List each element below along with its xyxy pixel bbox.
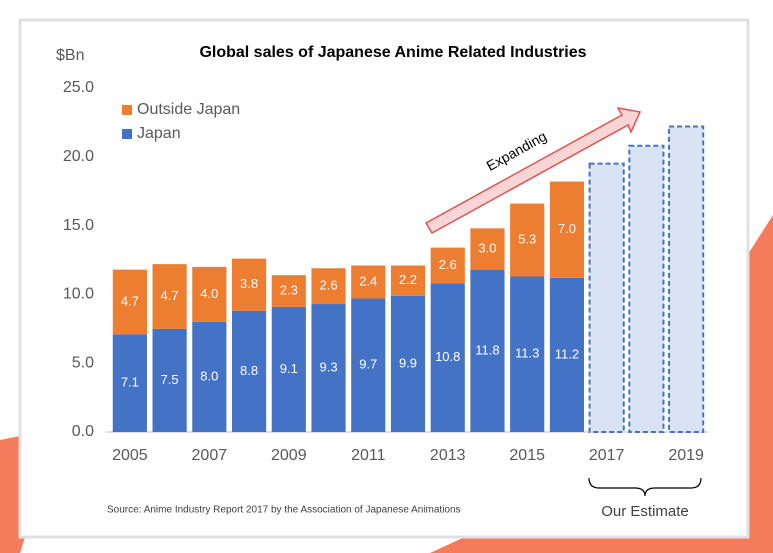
value-label: 11.3 xyxy=(515,346,539,361)
arrow xyxy=(424,106,642,235)
bar-segment xyxy=(112,269,147,335)
x-tick-label: 2007 xyxy=(192,447,228,464)
value-label: 9.7 xyxy=(359,357,377,372)
bar-segment xyxy=(430,247,465,284)
value-label: 5.3 xyxy=(518,231,536,246)
value-label: 2.6 xyxy=(319,278,337,293)
value-label: 9.1 xyxy=(280,361,298,376)
bar-segment xyxy=(271,306,306,432)
bar-segment xyxy=(351,298,386,432)
y-tick-label: 20.0 xyxy=(63,148,94,165)
x-tick-label: 2019 xyxy=(668,447,704,464)
bar-segment xyxy=(390,265,426,296)
value-label: 7.0 xyxy=(558,221,576,236)
legend-swatch xyxy=(122,105,132,115)
value-label: 9.3 xyxy=(319,359,337,374)
bar-segment xyxy=(390,295,426,432)
bar-segment xyxy=(152,264,187,329)
value-label: 2.2 xyxy=(399,272,417,287)
bar-segment xyxy=(510,203,545,277)
brace xyxy=(588,477,702,497)
value-label: 4.0 xyxy=(200,286,218,301)
value-label: 7.1 xyxy=(121,375,139,390)
bar-segment xyxy=(311,268,346,305)
y-tick-label: 0.0 xyxy=(72,423,94,440)
y-tick-label: 5.0 xyxy=(72,354,94,371)
value-label: 4.7 xyxy=(161,288,179,303)
bar-segment xyxy=(112,334,147,432)
bar-segment xyxy=(470,228,505,270)
x-tick-label: 2017 xyxy=(589,447,625,464)
value-label: 11.8 xyxy=(475,342,499,357)
value-label: 4.7 xyxy=(121,293,139,308)
y-tick-label: 25.0 xyxy=(63,79,94,96)
value-label: 10.8 xyxy=(435,349,460,364)
y-axis-label: $Bn xyxy=(56,47,84,64)
value-label: 2.4 xyxy=(359,273,377,288)
legend-label: Japan xyxy=(137,125,181,142)
x-tick-label: 2009 xyxy=(271,447,307,464)
bar-segment xyxy=(192,266,227,322)
value-label: 3.8 xyxy=(240,276,258,291)
value-label: 11.2 xyxy=(555,346,579,361)
value-label: 2.3 xyxy=(280,282,298,297)
value-label: 8.8 xyxy=(240,363,258,378)
x-tick-label: 2005 xyxy=(112,447,148,464)
value-label: 8.0 xyxy=(200,368,218,383)
value-label: 2.6 xyxy=(439,257,457,272)
y-tick-label: 15.0 xyxy=(63,217,94,234)
estimate-label: Our Estimate xyxy=(601,503,689,520)
bar-segment xyxy=(152,328,187,432)
source-note: Source: Anime Industry Report 2017 by th… xyxy=(107,505,461,516)
x-tick-label: 2015 xyxy=(509,447,545,464)
legend-label: Outside Japan xyxy=(137,101,240,118)
bar-segment xyxy=(351,265,386,299)
bar-segment xyxy=(192,321,227,432)
bar-segment xyxy=(311,304,346,432)
estimate-bar xyxy=(668,125,705,433)
bar-segment xyxy=(231,310,267,432)
bar-segment xyxy=(549,277,585,432)
value-label: 9.9 xyxy=(399,355,417,370)
y-tick-label: 10.0 xyxy=(63,286,94,303)
estimate-bar xyxy=(588,162,625,433)
bar-segment xyxy=(470,269,505,432)
value-label: 7.5 xyxy=(161,372,179,387)
bar-segment xyxy=(549,181,585,278)
bar-segment xyxy=(231,258,267,311)
bar-segment xyxy=(430,283,465,432)
bar-segment xyxy=(510,276,545,432)
estimate-bar xyxy=(628,144,665,434)
value-label: 3.0 xyxy=(478,240,496,255)
legend-swatch xyxy=(122,129,132,139)
chart-title: Global sales of Japanese Anime Related I… xyxy=(199,44,586,61)
bar-segment xyxy=(271,275,306,307)
x-tick-label: 2011 xyxy=(351,447,386,464)
x-tick-label: 2013 xyxy=(430,447,466,464)
